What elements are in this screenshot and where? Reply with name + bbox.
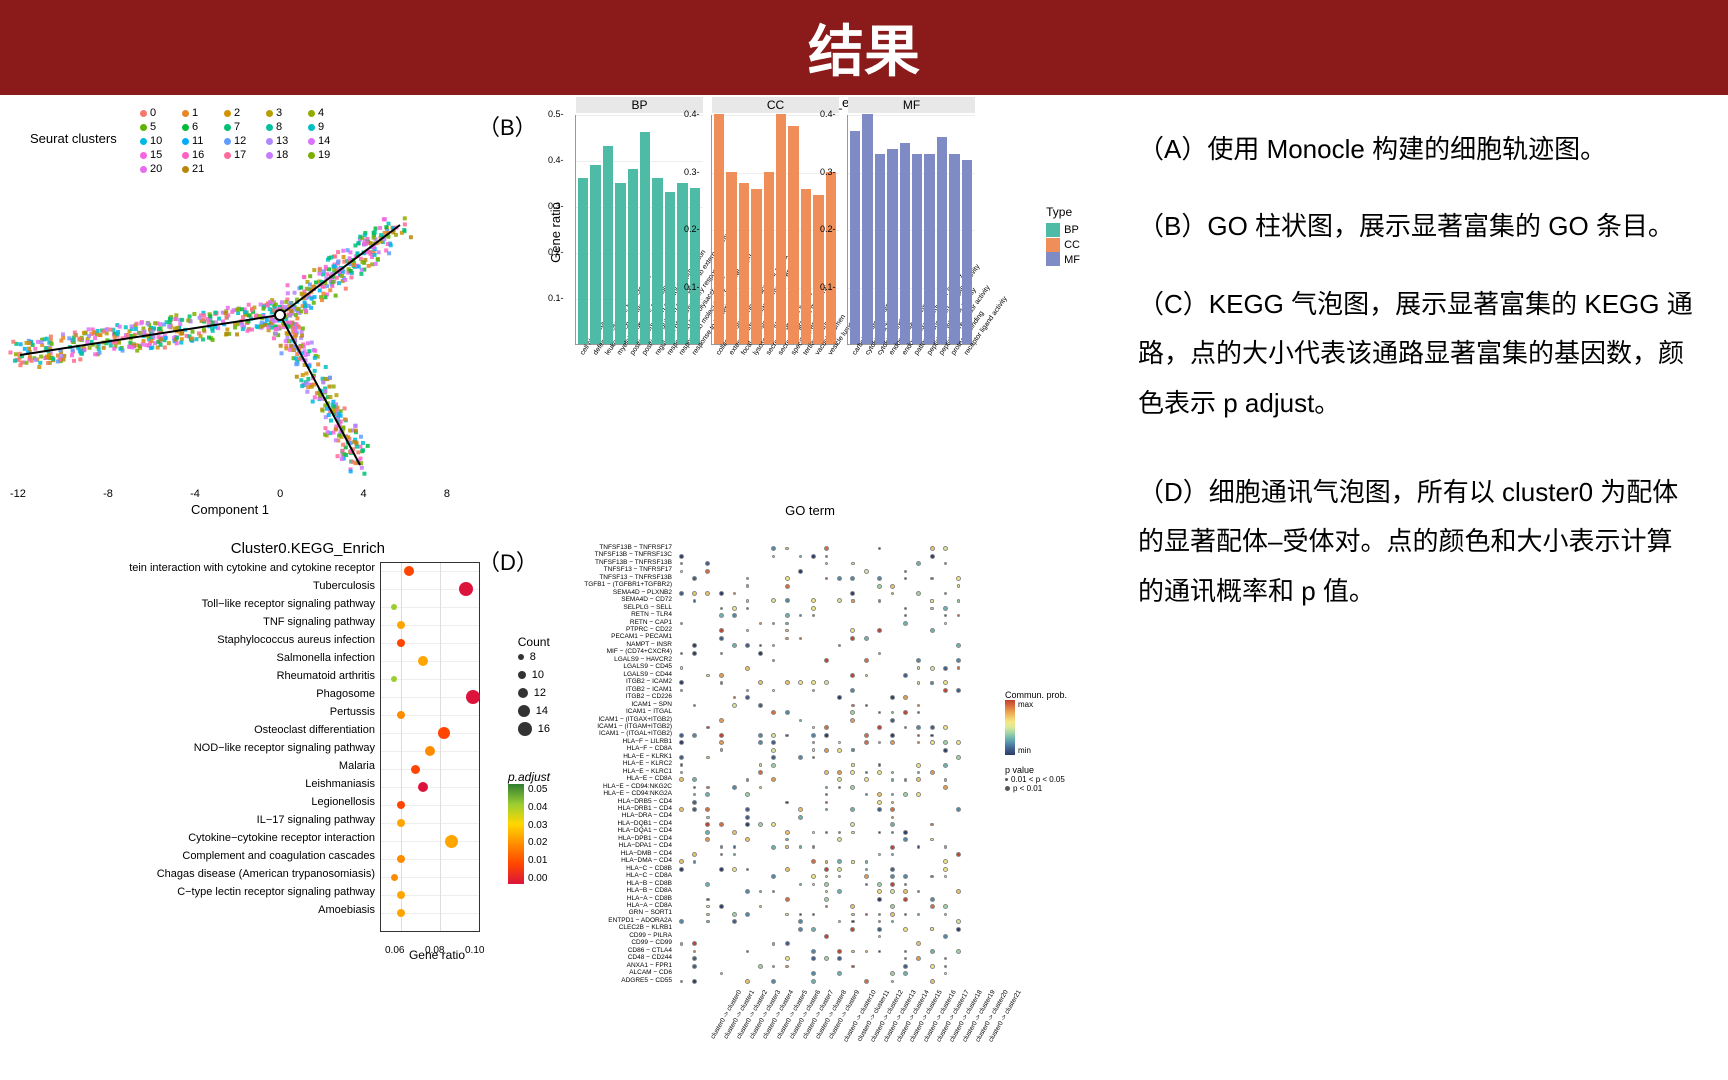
- kegg-xlabel: Gene ratio: [409, 948, 465, 962]
- panel-label-b: （B）: [478, 110, 537, 142]
- text-c: （C）KEGG 气泡图，展示显著富集的 KEGG 通路，点的大小代表该通路显著富…: [1138, 280, 1698, 428]
- text-d: （D）细胞通讯气泡图，所有以 cluster0 为配体的显著配体–受体对。点的颜…: [1138, 468, 1698, 616]
- text-a: （A）使用 Monocle 构建的细胞轨迹图。: [1138, 125, 1698, 174]
- panel-d: TNFSF13B − TNFRSF17TNFSF13B − TNFRSF13CT…: [545, 540, 1085, 1075]
- kegg-plot-area: tein interaction with cytokine and cytok…: [0, 562, 480, 942]
- component1-axis: -12-8-4048 Component 1: [10, 488, 450, 517]
- panel-b: Cluster0.GO_enrich BP0.1-0.2-0.3-0.4-0.5…: [545, 95, 1035, 525]
- go-xlabel: GO term: [585, 503, 1035, 518]
- panel-a: Seurat clusters 012345678910111213141516…: [0, 95, 470, 525]
- cluster-legend-title: Seurat clusters: [30, 131, 117, 146]
- content-area: Seurat clusters 012345678910111213141516…: [0, 95, 1728, 1080]
- kegg-padj-legend: p.adjust0.050.040.030.020.010.00: [508, 770, 550, 884]
- go-type-legend: TypeBPCCMF: [1046, 205, 1080, 266]
- description-column: （A）使用 Monocle 构建的细胞轨迹图。 （B）GO 柱状图，展示显著富集…: [1138, 125, 1698, 644]
- go-ylabel: Gene ratio: [548, 202, 563, 263]
- comm-plot-area: TNFSF13B − TNFRSF17TNFSF13B − TNFRSF13CT…: [545, 540, 1060, 1030]
- text-b: （B）GO 柱状图，展示显著富集的 GO 条目。: [1138, 202, 1698, 251]
- trajectory-plot: [0, 185, 460, 500]
- header-title: 结果: [808, 7, 920, 88]
- comm-legend: Commun. prob.maxminp value0.01 < p < 0.0…: [1005, 690, 1090, 793]
- x-axis-label: Component 1: [10, 502, 450, 517]
- kegg-title: Cluster0.KEGG_Enrich: [0, 540, 480, 557]
- panel-label-d: （D）: [478, 545, 538, 577]
- panel-c: Cluster0.KEGG_Enrich tein interaction wi…: [0, 540, 480, 1060]
- header-banner: 结果: [0, 0, 1728, 95]
